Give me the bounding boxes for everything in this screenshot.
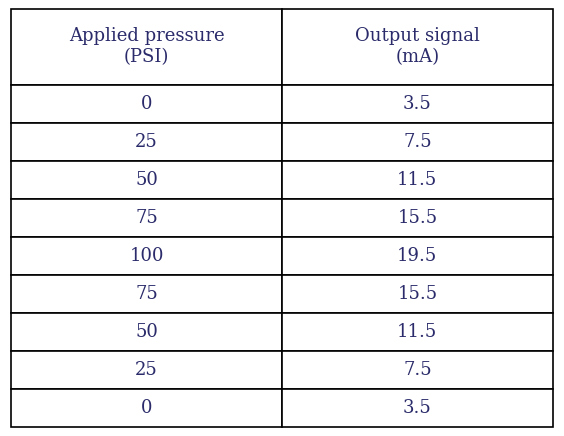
Bar <box>282 237 553 275</box>
Text: 25: 25 <box>135 133 158 151</box>
Bar <box>282 199 553 237</box>
Bar <box>11 9 282 85</box>
Text: 3.5: 3.5 <box>403 399 431 417</box>
Bar <box>282 389 553 427</box>
Bar <box>11 199 282 237</box>
Bar <box>11 123 282 161</box>
Text: 7.5: 7.5 <box>403 361 431 379</box>
Text: 0: 0 <box>141 399 152 417</box>
Bar <box>11 275 282 313</box>
Bar <box>282 161 553 199</box>
Bar <box>282 313 553 351</box>
Bar <box>11 389 282 427</box>
Text: 75: 75 <box>135 285 158 303</box>
Text: 11.5: 11.5 <box>397 171 438 189</box>
Bar <box>282 85 553 123</box>
Text: 25: 25 <box>135 361 158 379</box>
Text: 50: 50 <box>135 323 158 341</box>
Bar <box>11 351 282 389</box>
Bar <box>282 275 553 313</box>
Text: 15.5: 15.5 <box>397 285 438 303</box>
Text: 100: 100 <box>129 247 164 265</box>
Text: 3.5: 3.5 <box>403 95 431 113</box>
Bar <box>11 313 282 351</box>
Bar <box>282 351 553 389</box>
Text: 7.5: 7.5 <box>403 133 431 151</box>
Text: 15.5: 15.5 <box>397 209 438 227</box>
Bar <box>282 123 553 161</box>
Bar <box>11 161 282 199</box>
Text: 0: 0 <box>141 95 152 113</box>
Text: 19.5: 19.5 <box>397 247 438 265</box>
Bar <box>11 237 282 275</box>
Text: Applied pressure
(PSI): Applied pressure (PSI) <box>69 27 224 66</box>
Text: 11.5: 11.5 <box>397 323 438 341</box>
Bar <box>282 9 553 85</box>
Text: 50: 50 <box>135 171 158 189</box>
Text: Output signal
(mA): Output signal (mA) <box>355 27 480 66</box>
Bar <box>11 85 282 123</box>
Text: 75: 75 <box>135 209 158 227</box>
